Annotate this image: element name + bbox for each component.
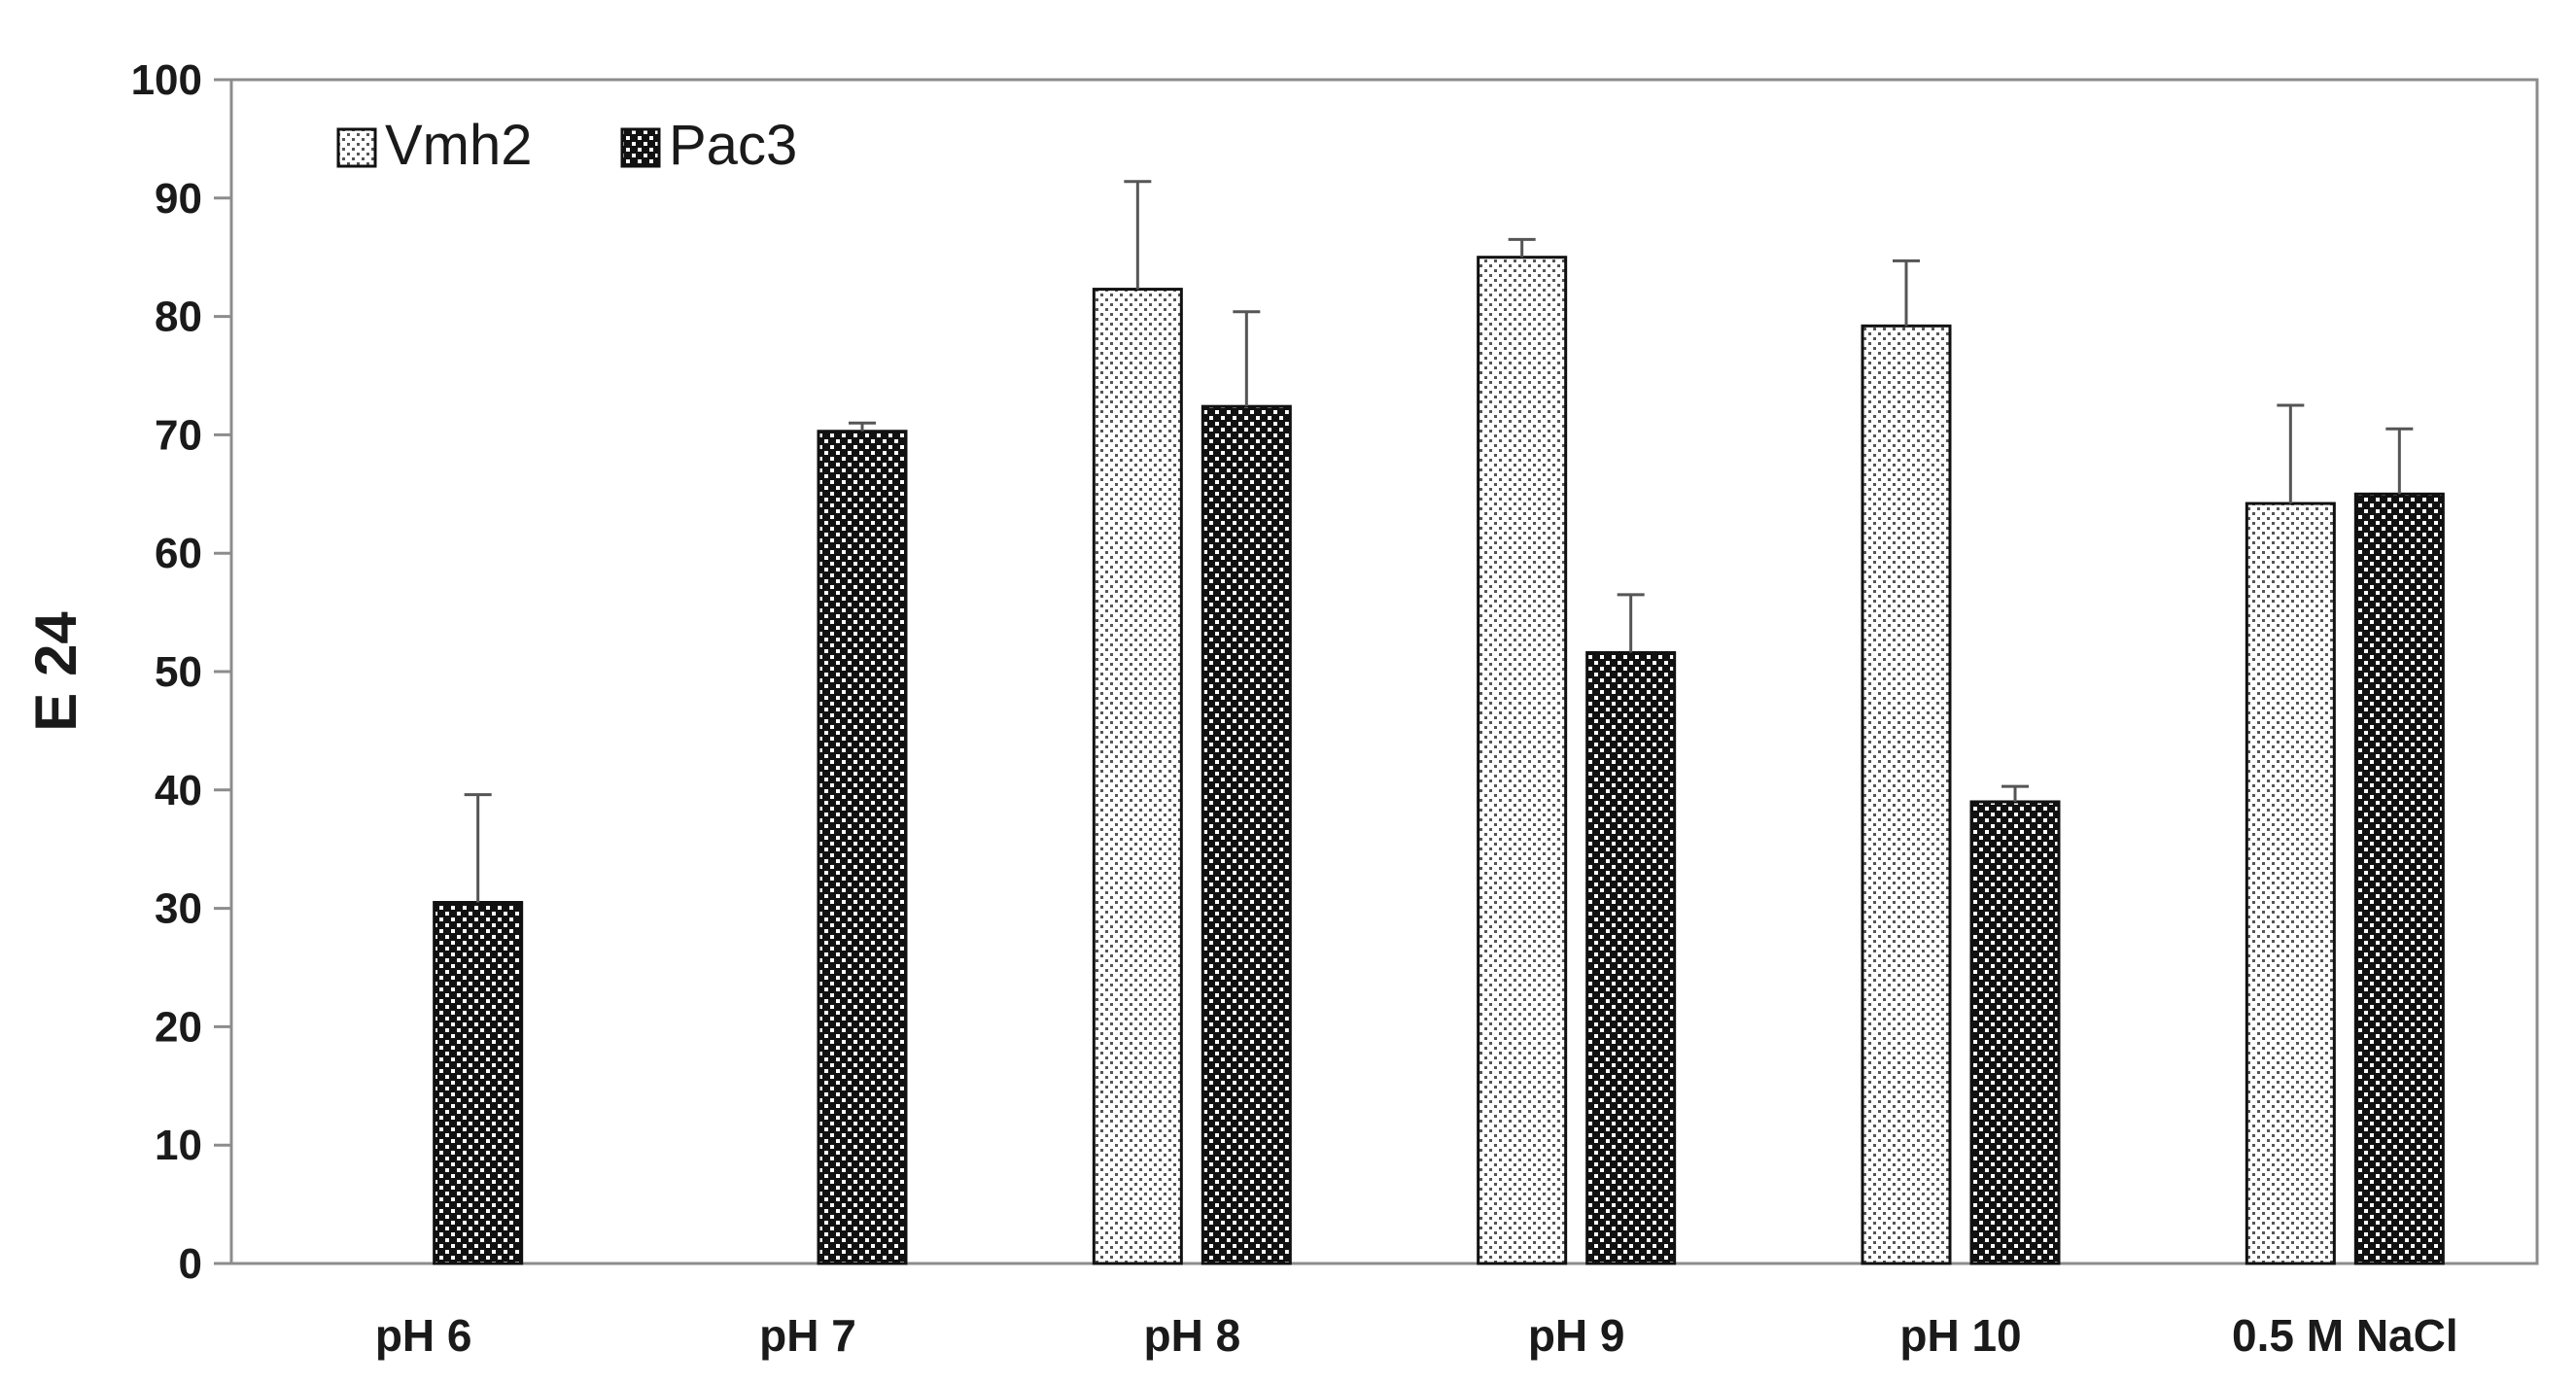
- y-tick-label: 90: [155, 175, 202, 223]
- y-tick-label: 100: [131, 56, 202, 104]
- bar-pac3-4: [1969, 800, 2061, 1265]
- bar-vmh2-4: [1861, 324, 1952, 1265]
- y-tick-label: 40: [155, 767, 202, 814]
- y-tick-label: 80: [155, 294, 202, 341]
- bar-vmh2-3: [1477, 256, 1568, 1265]
- x-category-label: pH 8: [1143, 1310, 1240, 1361]
- bar-pac3-1: [817, 430, 908, 1265]
- legend-swatch-vmh2: [336, 127, 377, 168]
- y-tick-label: 10: [155, 1122, 202, 1169]
- y-tick-label: 30: [155, 885, 202, 933]
- y-axis-title: E 24: [23, 611, 88, 732]
- legend-swatch-pac3: [620, 127, 661, 168]
- legend-label-pac3: Pac3: [669, 114, 797, 177]
- bar-pac3-5: [2353, 492, 2445, 1265]
- bar-pac3-0: [433, 901, 524, 1265]
- plot-area-frame: [229, 78, 2539, 1265]
- x-category-label: pH 10: [1899, 1310, 2021, 1361]
- y-tick-label: 60: [155, 530, 202, 577]
- y-tick-label: 20: [155, 1003, 202, 1051]
- legend-label-vmh2: Vmh2: [385, 114, 533, 177]
- y-tick-label: 70: [155, 411, 202, 459]
- x-category-label: 0.5 M NaCl: [2232, 1310, 2458, 1361]
- x-category-label: pH 9: [1528, 1310, 1625, 1361]
- bar-vmh2-2: [1092, 288, 1183, 1265]
- bar-pac3-2: [1201, 404, 1292, 1265]
- y-tick-label: 0: [179, 1240, 202, 1288]
- bar-pac3-3: [1585, 651, 1677, 1265]
- x-category-label: pH 7: [759, 1310, 856, 1361]
- bar-vmh2-5: [2245, 502, 2336, 1265]
- x-category-label: pH 6: [375, 1310, 472, 1361]
- y-tick-label: 50: [155, 648, 202, 696]
